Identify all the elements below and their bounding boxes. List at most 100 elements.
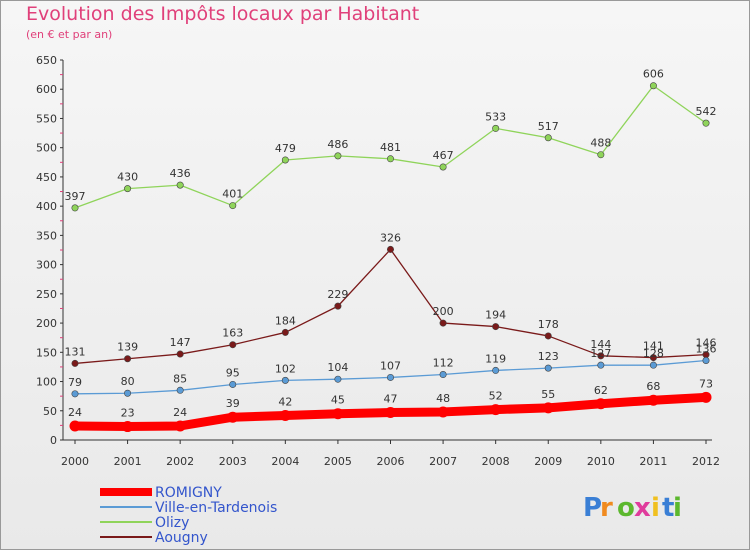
- y-tick-label: 50: [43, 405, 57, 418]
- y-tick-label: 100: [36, 376, 57, 389]
- data-label: 104: [327, 361, 348, 374]
- y-tick-label: 650: [36, 54, 57, 67]
- data-label: 488: [590, 137, 611, 150]
- x-tick-label: 2012: [692, 455, 720, 468]
- data-point: [439, 371, 447, 379]
- data-point: [334, 302, 342, 310]
- data-label: 24: [173, 406, 187, 419]
- data-label: 136: [696, 342, 717, 355]
- data-label: 23: [121, 407, 135, 420]
- data-label: 112: [433, 357, 454, 370]
- data-label: 62: [594, 384, 608, 397]
- data-point: [542, 402, 554, 414]
- data-label: 45: [331, 394, 345, 407]
- data-point: [492, 366, 500, 374]
- data-point: [229, 202, 237, 210]
- data-label: 606: [643, 68, 664, 81]
- logo-letter: i: [651, 493, 660, 523]
- data-point: [124, 185, 132, 193]
- logo-letter: P: [583, 493, 602, 523]
- y-tick-label: 250: [36, 288, 57, 301]
- data-label: 481: [380, 141, 401, 154]
- data-point: [71, 390, 79, 398]
- data-label: 533: [485, 110, 506, 123]
- data-point: [386, 155, 394, 163]
- data-point: [649, 361, 657, 369]
- data-label: 85: [173, 372, 187, 385]
- x-tick-label: 2001: [114, 455, 142, 468]
- legend-label: Olizy: [155, 515, 189, 531]
- data-label: 131: [65, 345, 86, 358]
- data-label: 39: [226, 397, 240, 410]
- y-tick-label: 450: [36, 171, 57, 184]
- legend-label: Ville-en-Tardenois: [155, 500, 277, 516]
- data-label: 430: [117, 171, 138, 184]
- data-label: 107: [380, 359, 401, 372]
- data-label: 95: [226, 366, 240, 379]
- data-label: 479: [275, 142, 296, 155]
- data-point: [281, 376, 289, 384]
- data-point: [439, 319, 447, 327]
- data-point: [124, 355, 132, 363]
- data-label: 146: [696, 337, 717, 350]
- data-point: [386, 245, 394, 253]
- data-point: [279, 409, 291, 421]
- data-point: [544, 364, 552, 372]
- x-tick-label: 2003: [219, 455, 247, 468]
- data-point: [702, 119, 710, 127]
- data-point: [492, 124, 500, 132]
- data-label: 68: [646, 380, 660, 393]
- data-point: [544, 134, 552, 142]
- x-tick-label: 2008: [482, 455, 510, 468]
- data-label: 147: [170, 336, 191, 349]
- data-point: [492, 323, 500, 331]
- data-label: 144: [590, 338, 611, 351]
- data-point: [69, 420, 81, 432]
- logo-letter: i: [673, 493, 682, 523]
- data-label: 200: [433, 305, 454, 318]
- data-point: [439, 163, 447, 171]
- data-point: [124, 389, 132, 397]
- data-point: [647, 394, 659, 406]
- data-point: [649, 82, 657, 90]
- data-point: [71, 204, 79, 212]
- data-point: [176, 181, 184, 189]
- x-tick-label: 2006: [377, 455, 405, 468]
- data-point: [544, 332, 552, 340]
- data-point: [334, 152, 342, 160]
- data-point: [595, 398, 607, 410]
- data-point: [700, 391, 712, 403]
- data-label: 102: [275, 362, 296, 375]
- logo-letter: o: [617, 493, 635, 523]
- data-point: [176, 386, 184, 394]
- x-tick-label: 2004: [271, 455, 299, 468]
- y-tick-label: 300: [36, 259, 57, 272]
- data-point: [597, 361, 605, 369]
- data-label: 467: [433, 149, 454, 162]
- y-tick-label: 0: [50, 434, 57, 447]
- data-point: [281, 156, 289, 164]
- data-label: 139: [117, 341, 138, 354]
- data-label: 24: [68, 406, 82, 419]
- chart-title: Evolution des Impôts locaux par Habitant: [26, 3, 420, 25]
- data-point: [385, 407, 396, 419]
- data-point: [490, 404, 502, 416]
- data-point: [227, 411, 239, 423]
- data-point: [597, 352, 605, 360]
- data-point: [229, 341, 237, 349]
- y-tick-label: 200: [36, 317, 57, 330]
- y-tick-label: 150: [36, 346, 57, 359]
- data-label: 397: [65, 190, 86, 203]
- data-label: 73: [699, 377, 713, 390]
- y-tick-label: 550: [36, 112, 57, 125]
- x-tick-label: 2011: [639, 455, 667, 468]
- legend-label: ROMIGNY: [155, 485, 222, 501]
- proxiti-logo: Pr o x i ti: [583, 493, 682, 523]
- data-label: 79: [68, 376, 82, 389]
- y-tick-label: 500: [36, 142, 57, 155]
- data-point: [122, 421, 134, 433]
- data-label: 401: [222, 188, 243, 201]
- data-label: 542: [696, 105, 717, 118]
- data-label: 42: [278, 395, 292, 408]
